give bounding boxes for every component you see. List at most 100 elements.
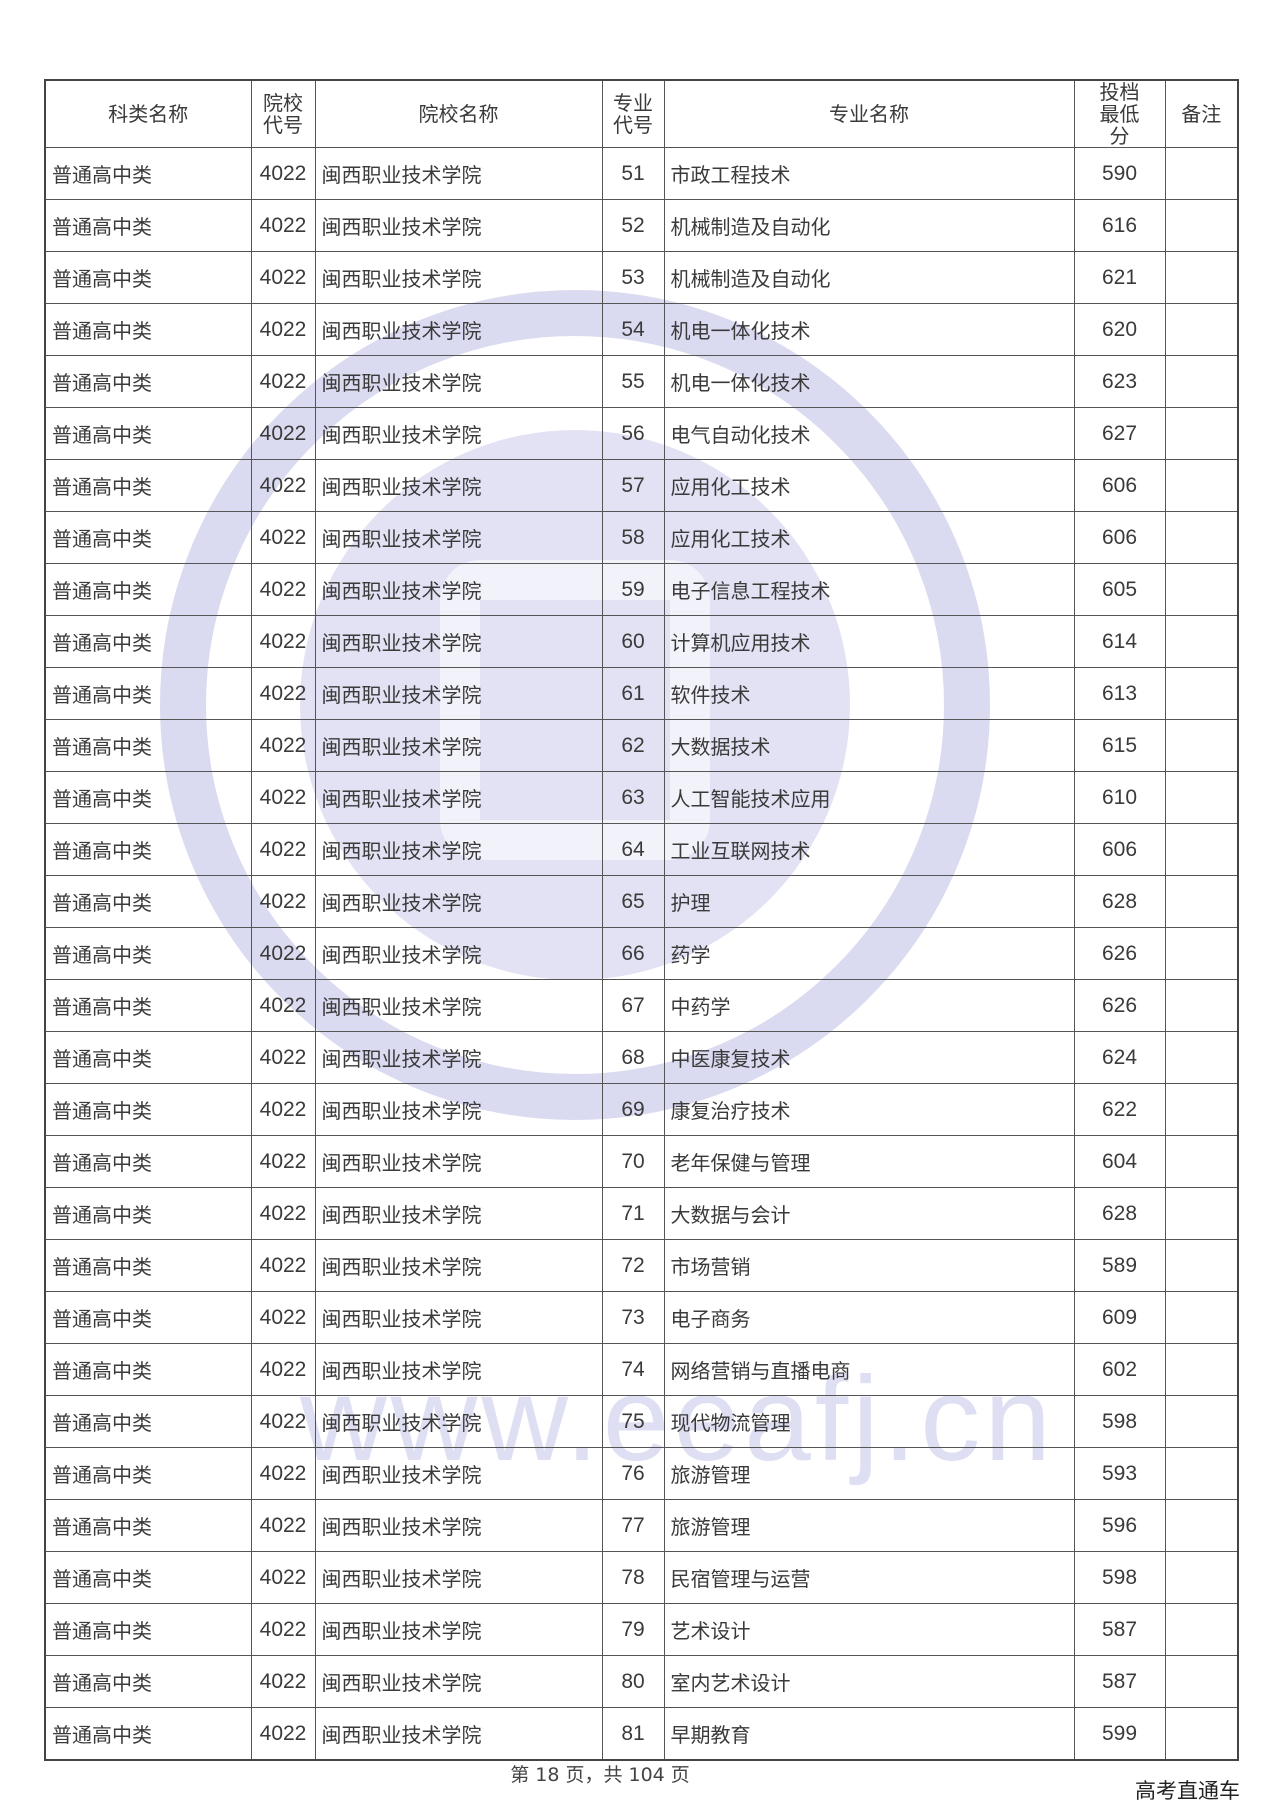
cell-major-code: 55 [601, 355, 665, 408]
cell-min-score: 598 [1073, 1551, 1166, 1604]
cell-remark [1164, 1291, 1239, 1344]
cell-min-score: 610 [1073, 771, 1166, 824]
table-row: 普通高中类 4022 闽西职业技术学院 80 室内艺术设计 587 [44, 1655, 1239, 1708]
cell-major-code: 71 [601, 1187, 665, 1240]
cell-major-name: 康复治疗技术 [663, 1083, 1075, 1136]
cell-category: 普通高中类 [44, 563, 252, 616]
cell-school-name: 闽西职业技术学院 [314, 615, 603, 668]
cell-school-code: 4022 [250, 199, 316, 252]
brand-label: 高考直通车 [1135, 1779, 1240, 1803]
cell-major-name: 应用化工技术 [663, 511, 1075, 564]
cell-min-score: 609 [1073, 1291, 1166, 1344]
cell-remark [1164, 1083, 1239, 1136]
table-header-row: 科类名称 院校代号 院校名称 专业代号 专业名称 投档最低分 备注 [44, 79, 1239, 148]
cell-category: 普通高中类 [44, 459, 252, 512]
cell-major-code: 58 [601, 511, 665, 564]
cell-major-code: 52 [601, 199, 665, 252]
cell-major-code: 72 [601, 1239, 665, 1292]
table-row: 普通高中类 4022 闽西职业技术学院 69 康复治疗技术 622 [44, 1083, 1239, 1136]
cell-major-code: 63 [601, 771, 665, 824]
table-row: 普通高中类 4022 闽西职业技术学院 60 计算机应用技术 614 [44, 615, 1239, 668]
cell-category: 普通高中类 [44, 1655, 252, 1708]
cell-category: 普通高中类 [44, 771, 252, 824]
table-row: 普通高中类 4022 闽西职业技术学院 65 护理 628 [44, 875, 1239, 928]
cell-remark [1164, 1447, 1239, 1500]
cell-remark [1164, 147, 1239, 200]
header-category: 科类名称 [44, 79, 252, 148]
cell-school-name: 闽西职业技术学院 [314, 1551, 603, 1604]
cell-major-name: 旅游管理 [663, 1447, 1075, 1500]
cell-school-code: 4022 [250, 1655, 316, 1708]
table-row: 普通高中类 4022 闽西职业技术学院 55 机电一体化技术 623 [44, 355, 1239, 408]
header-major-code: 专业代号 [601, 79, 665, 148]
cell-school-name: 闽西职业技术学院 [314, 303, 603, 356]
cell-min-score: 589 [1073, 1239, 1166, 1292]
cell-school-code: 4022 [250, 1395, 316, 1448]
cell-major-name: 中医康复技术 [663, 1031, 1075, 1084]
cell-major-name: 大数据与会计 [663, 1187, 1075, 1240]
cell-remark [1164, 1187, 1239, 1240]
cell-school-code: 4022 [250, 355, 316, 408]
header-remark: 备注 [1164, 79, 1239, 148]
cell-school-name: 闽西职业技术学院 [314, 1603, 603, 1656]
cell-min-score: 615 [1073, 719, 1166, 772]
cell-min-score: 626 [1073, 979, 1166, 1032]
cell-major-name: 工业互联网技术 [663, 823, 1075, 876]
header-school-name: 院校名称 [314, 79, 603, 148]
cell-remark [1164, 407, 1239, 460]
cell-school-code: 4022 [250, 1499, 316, 1552]
cell-school-code: 4022 [250, 563, 316, 616]
cell-min-score: 628 [1073, 875, 1166, 928]
cell-school-name: 闽西职业技术学院 [314, 927, 603, 980]
cell-major-name: 中药学 [663, 979, 1075, 1032]
cell-min-score: 627 [1073, 407, 1166, 460]
cell-school-name: 闽西职业技术学院 [314, 1343, 603, 1396]
cell-min-score: 620 [1073, 303, 1166, 356]
cell-min-score: 599 [1073, 1707, 1166, 1761]
cell-min-score: 623 [1073, 355, 1166, 408]
table-row: 普通高中类 4022 闽西职业技术学院 72 市场营销 589 [44, 1239, 1239, 1292]
cell-school-name: 闽西职业技术学院 [314, 875, 603, 928]
cell-school-code: 4022 [250, 667, 316, 720]
cell-major-code: 74 [601, 1343, 665, 1396]
table-row: 普通高中类 4022 闽西职业技术学院 79 艺术设计 587 [44, 1603, 1239, 1656]
cell-major-code: 68 [601, 1031, 665, 1084]
cell-school-code: 4022 [250, 771, 316, 824]
cell-major-code: 67 [601, 979, 665, 1032]
table-row: 普通高中类 4022 闽西职业技术学院 51 市政工程技术 590 [44, 147, 1239, 200]
cell-min-score: 606 [1073, 511, 1166, 564]
cell-category: 普通高中类 [44, 979, 252, 1032]
cell-remark [1164, 303, 1239, 356]
cell-major-name: 艺术设计 [663, 1603, 1075, 1656]
cell-school-name: 闽西职业技术学院 [314, 459, 603, 512]
cell-major-code: 80 [601, 1655, 665, 1708]
table-row: 普通高中类 4022 闽西职业技术学院 73 电子商务 609 [44, 1291, 1239, 1344]
cell-school-name: 闽西职业技术学院 [314, 1499, 603, 1552]
cell-major-name: 电子信息工程技术 [663, 563, 1075, 616]
cell-major-name: 药学 [663, 927, 1075, 980]
cell-school-code: 4022 [250, 1187, 316, 1240]
cell-school-code: 4022 [250, 719, 316, 772]
table-row: 普通高中类 4022 闽西职业技术学院 54 机电一体化技术 620 [44, 303, 1239, 356]
cell-school-code: 4022 [250, 1447, 316, 1500]
cell-major-code: 79 [601, 1603, 665, 1656]
cell-category: 普通高中类 [44, 667, 252, 720]
cell-min-score: 604 [1073, 1135, 1166, 1188]
cell-school-code: 4022 [250, 1031, 316, 1084]
table-row: 普通高中类 4022 闽西职业技术学院 63 人工智能技术应用 610 [44, 771, 1239, 824]
cell-category: 普通高中类 [44, 1239, 252, 1292]
cell-major-name: 民宿管理与运营 [663, 1551, 1075, 1604]
cell-school-name: 闽西职业技术学院 [314, 511, 603, 564]
table-row: 普通高中类 4022 闽西职业技术学院 66 药学 626 [44, 927, 1239, 980]
cell-remark [1164, 1499, 1239, 1552]
cell-school-code: 4022 [250, 251, 316, 304]
cell-major-code: 70 [601, 1135, 665, 1188]
cell-school-name: 闽西职业技术学院 [314, 1447, 603, 1500]
cell-major-code: 73 [601, 1291, 665, 1344]
cell-school-code: 4022 [250, 147, 316, 200]
cell-category: 普通高中类 [44, 1031, 252, 1084]
cell-school-name: 闽西职业技术学院 [314, 1083, 603, 1136]
cell-min-score: 605 [1073, 563, 1166, 616]
cell-school-code: 4022 [250, 303, 316, 356]
cell-major-name: 网络营销与直播电商 [663, 1343, 1075, 1396]
